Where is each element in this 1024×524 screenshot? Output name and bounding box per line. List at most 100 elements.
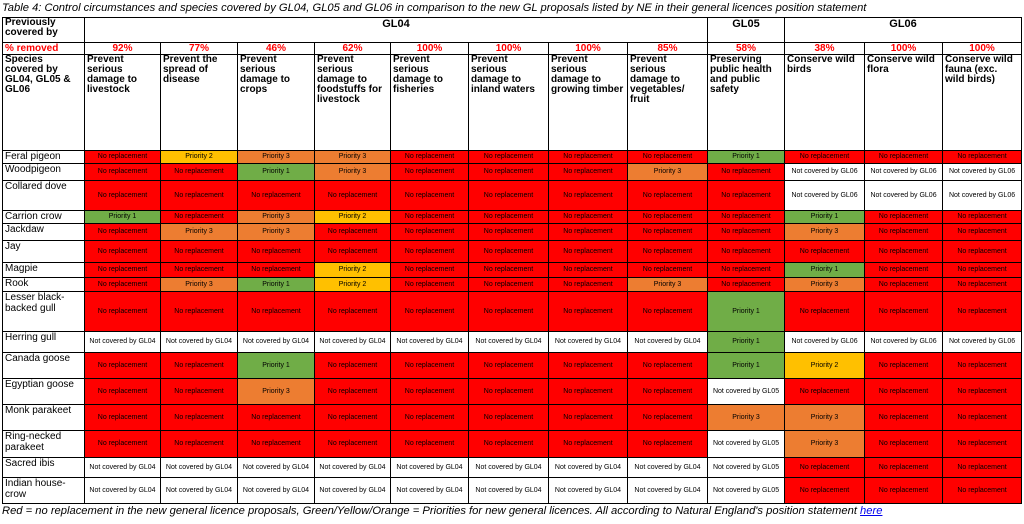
- status-cell: No replacement: [864, 477, 944, 504]
- status-cell: Not covered by GL06: [784, 180, 866, 211]
- status-cell: No replacement: [468, 430, 549, 458]
- status-cell: No replacement: [548, 378, 628, 405]
- percent-removed: 100%: [468, 42, 549, 55]
- status-cell: No replacement: [548, 352, 628, 379]
- purpose-header: Conserve wild flora: [864, 54, 944, 151]
- status-cell: No replacement: [626, 150, 709, 164]
- species-row: Lesser black-backed gull No replacement No…: [2, 291, 1023, 332]
- status-cell: No replacement: [237, 180, 315, 211]
- status-cell: No replacement: [864, 430, 944, 458]
- status-cell: Priority 1: [707, 352, 786, 379]
- footnote-text: Red = no replacement in the new general …: [2, 505, 861, 517]
- percent-removed: 38%: [784, 42, 866, 55]
- percent-removed: 85%: [626, 42, 709, 55]
- status-cell: No replacement: [548, 163, 628, 181]
- status-cell: No replacement: [784, 457, 866, 478]
- species-name: Feral pigeon: [2, 150, 85, 164]
- percent-removed: 100%: [864, 42, 944, 55]
- status-cell: Not covered by GL04: [237, 457, 315, 478]
- status-cell: No replacement: [390, 180, 469, 211]
- species-row: Jackdaw No replacement Priority 3 Priority …: [2, 223, 1023, 241]
- status-cell: Priority 1: [84, 210, 161, 224]
- licence-table: Previously covered by GL04 GL05 GL06% remov…: [2, 17, 1023, 504]
- status-cell: Priority 3: [784, 223, 866, 241]
- purpose-row: Species covered by GL04, GL05 & GL06 Prev…: [2, 54, 1023, 151]
- status-cell: Not covered by GL04: [626, 331, 709, 353]
- status-cell: Not covered by GL05: [707, 457, 786, 478]
- status-cell: No replacement: [160, 404, 238, 431]
- purpose-header: Preserving public health and public safe…: [707, 54, 786, 151]
- footnote-link[interactable]: here: [860, 505, 883, 517]
- status-cell: No replacement: [390, 378, 469, 405]
- species-name: Monk parakeet: [2, 404, 85, 431]
- status-cell: No replacement: [942, 404, 1023, 431]
- status-cell: Not covered by GL04: [84, 457, 161, 478]
- status-cell: No replacement: [942, 262, 1023, 278]
- status-cell: Priority 1: [707, 331, 786, 353]
- species-row: Collared dove No replacement No replacemen…: [2, 180, 1023, 211]
- species-name: Indian house-crow: [2, 477, 85, 504]
- status-cell: No replacement: [784, 150, 866, 164]
- status-cell: No replacement: [390, 291, 469, 332]
- status-cell: No replacement: [84, 277, 161, 292]
- status-cell: No replacement: [390, 404, 469, 431]
- purpose-header: Prevent serious damage to livestock: [84, 54, 161, 151]
- status-cell: Priority 1: [784, 262, 866, 278]
- status-cell: No replacement: [314, 430, 391, 458]
- status-cell: No replacement: [864, 291, 944, 332]
- status-cell: Priority 1: [237, 163, 315, 181]
- status-cell: Priority 2: [784, 352, 866, 379]
- status-cell: No replacement: [314, 352, 391, 379]
- status-cell: Not covered by GL05: [707, 477, 786, 504]
- status-cell: No replacement: [864, 210, 944, 224]
- status-cell: No replacement: [548, 210, 628, 224]
- status-cell: Not covered by GL04: [548, 331, 628, 353]
- status-cell: Priority 3: [626, 277, 709, 292]
- status-cell: No replacement: [84, 404, 161, 431]
- percent-removed: 58%: [707, 42, 786, 55]
- status-cell: Not covered by GL06: [942, 180, 1023, 211]
- species-name: Carrion crow: [2, 210, 85, 224]
- status-cell: No replacement: [390, 150, 469, 164]
- status-cell: Priority 2: [314, 262, 391, 278]
- percent-removed: 100%: [942, 42, 1023, 55]
- status-cell: No replacement: [784, 378, 866, 405]
- status-cell: Not covered by GL04: [548, 477, 628, 504]
- status-cell: No replacement: [468, 352, 549, 379]
- percent-row: % removed 92% 77% 46% 62% 100% 100% 100% 85% 58% 3…: [2, 42, 1023, 55]
- species-row: Egyptian goose No replacement No replaceme…: [2, 378, 1023, 405]
- purpose-header: Prevent serious damage to foodstuffs for…: [314, 54, 391, 151]
- status-cell: Priority 1: [237, 277, 315, 292]
- status-cell: No replacement: [548, 262, 628, 278]
- status-cell: Priority 3: [237, 378, 315, 405]
- status-cell: No replacement: [942, 477, 1023, 504]
- status-cell: No replacement: [314, 223, 391, 241]
- status-cell: No replacement: [626, 352, 709, 379]
- status-cell: No replacement: [84, 240, 161, 263]
- status-cell: No replacement: [390, 163, 469, 181]
- status-cell: Priority 3: [160, 223, 238, 241]
- species-name: Canada goose: [2, 352, 85, 379]
- status-cell: No replacement: [160, 180, 238, 211]
- group-header: GL06: [784, 17, 1023, 43]
- species-row: Feral pigeon No replacement Priority 2 Prio…: [2, 150, 1023, 164]
- status-cell: Priority 3: [237, 223, 315, 241]
- purpose-header: Conserve wild birds: [784, 54, 866, 151]
- status-cell: No replacement: [160, 291, 238, 332]
- status-cell: Priority 3: [160, 277, 238, 292]
- species-row: Ring-necked parakeet No replacement No rep…: [2, 430, 1023, 458]
- status-cell: No replacement: [390, 277, 469, 292]
- status-cell: No replacement: [237, 291, 315, 332]
- species-row: Woodpigeon No replacement No replacement Pr…: [2, 163, 1023, 181]
- status-cell: Not covered by GL04: [314, 477, 391, 504]
- status-cell: Not covered by GL04: [160, 331, 238, 353]
- status-cell: Priority 1: [237, 352, 315, 379]
- status-cell: Not covered by GL04: [626, 477, 709, 504]
- species-name: Ring-necked parakeet: [2, 430, 85, 458]
- status-cell: Not covered by GL04: [626, 457, 709, 478]
- status-cell: Not covered by GL04: [468, 457, 549, 478]
- status-cell: No replacement: [468, 291, 549, 332]
- status-cell: No replacement: [548, 150, 628, 164]
- status-cell: Not covered by GL06: [864, 180, 944, 211]
- species-name: Magpie: [2, 262, 85, 278]
